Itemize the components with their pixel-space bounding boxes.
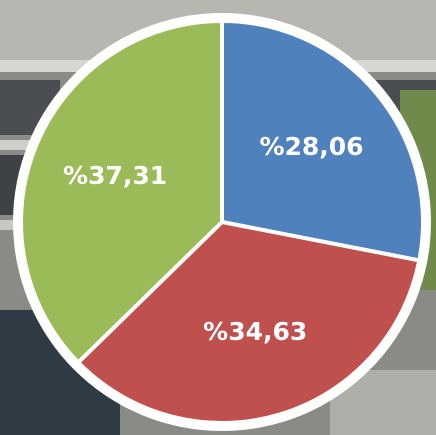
pie-slice [19,19,224,365]
pie-slice [76,220,422,425]
value-label: %28,06 [259,132,363,161]
value-label: %34,63 [203,317,307,346]
pie-slice [220,19,425,263]
value-label: %37,31 [63,161,167,190]
